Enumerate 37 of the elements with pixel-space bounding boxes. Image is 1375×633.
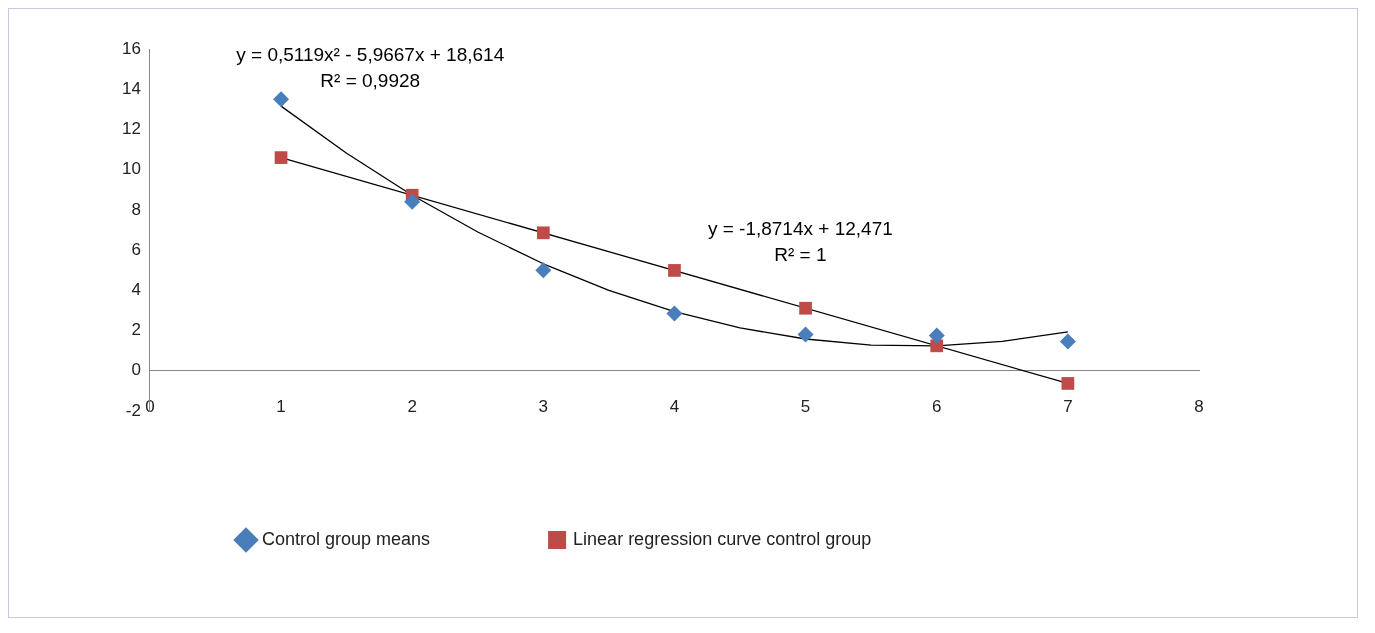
x-tick-label: 1 [276, 396, 286, 416]
point [668, 264, 681, 277]
x-tick-label: 2 [407, 396, 417, 416]
point [274, 151, 288, 164]
y-tick-label: 16 [121, 38, 141, 58]
y-tick-label: 14 [121, 78, 141, 98]
point [1061, 377, 1075, 390]
y-tick-label: 4 [131, 280, 141, 300]
y-tick-label: 0 [131, 360, 141, 380]
point [797, 326, 814, 343]
point [928, 327, 945, 344]
y-tick-label: 10 [121, 159, 141, 179]
y-tick-label: -2 [125, 400, 141, 420]
point [666, 305, 683, 322]
x-tick-label: 6 [931, 396, 942, 416]
point [404, 193, 421, 210]
y-tick-label: 12 [121, 119, 141, 139]
x-tick-label: 3 [538, 396, 549, 416]
x-tick-label: 8 [1194, 396, 1204, 416]
annotation: R² = 0,9928 [320, 69, 421, 91]
legend-label: Control group means [262, 528, 431, 549]
point [1059, 333, 1076, 350]
y-tick-label: 6 [131, 239, 141, 259]
x-tick-label: 7 [1063, 396, 1073, 416]
point [799, 301, 812, 315]
x-tick-label: 0 [145, 396, 155, 416]
x-tick-label: 5 [800, 396, 811, 416]
y-tick-label: 2 [131, 320, 141, 340]
point [273, 91, 290, 108]
point [535, 262, 552, 279]
legend-label: Linear regression curve control group [573, 528, 872, 549]
x-tick-label: 4 [669, 396, 680, 416]
annotation: y = 0,5119x² - 5,9667x + 18,614 [236, 44, 505, 66]
annotation: y = -1,8714x + 12,471 [707, 218, 893, 240]
y-tick-label: 8 [131, 199, 141, 219]
point [536, 226, 550, 240]
annotation: R² = 1 [774, 243, 827, 265]
